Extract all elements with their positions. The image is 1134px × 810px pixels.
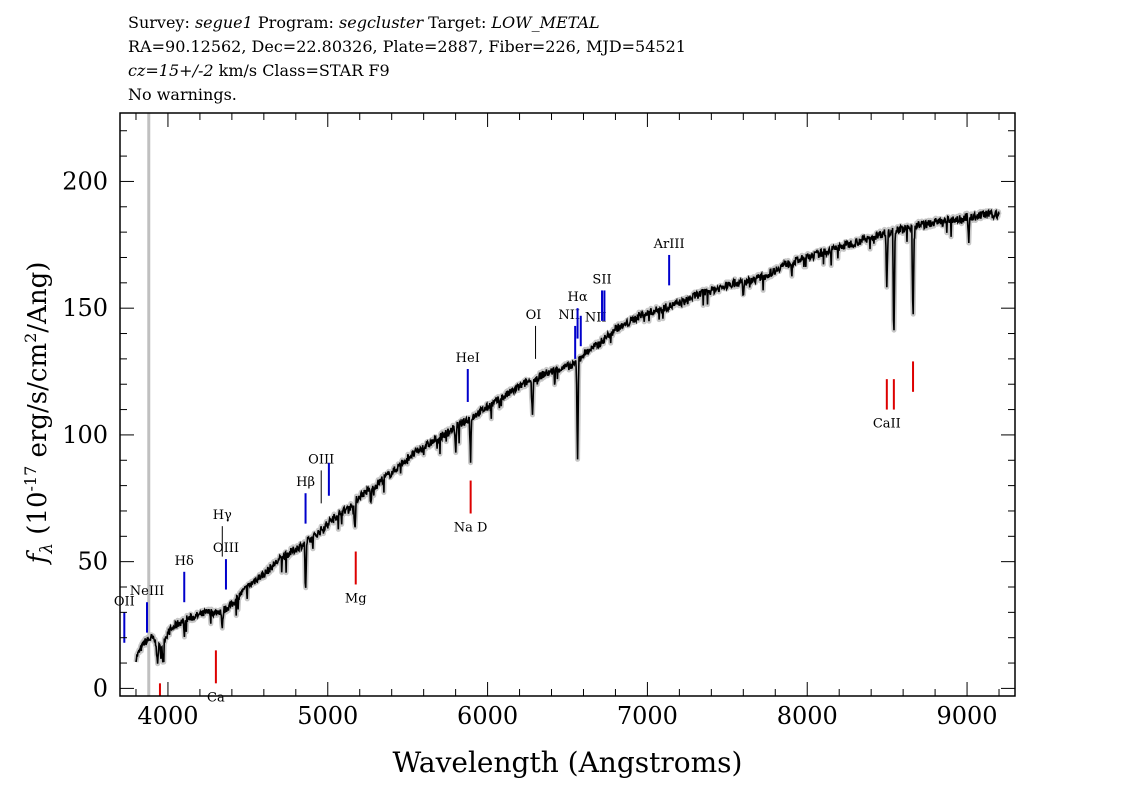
x-tick-label: 4000 xyxy=(137,702,198,730)
line-label: CaII xyxy=(873,417,901,432)
line-label: Na D xyxy=(454,520,488,535)
target-value: LOW_METAL xyxy=(491,13,600,32)
y-tick-label: 100 xyxy=(62,421,108,449)
line-label: NII xyxy=(558,308,580,323)
plot-frame xyxy=(119,112,1016,697)
program-value: segcluster xyxy=(339,13,424,32)
class-text: km/s Class=STAR F9 xyxy=(213,61,390,80)
line-label: OIII xyxy=(213,541,239,556)
line-label: Hγ xyxy=(213,508,232,523)
survey-label: Survey: xyxy=(128,13,195,32)
line-label: OII xyxy=(114,594,135,609)
line-label: Hδ xyxy=(175,554,194,569)
y-axis-label: fλ (10-17 erg/s/cm2/Ang) xyxy=(21,262,57,566)
x-tick-label: 7000 xyxy=(617,702,678,730)
target-label: Target: xyxy=(423,13,492,32)
spectrum-line xyxy=(135,208,1000,664)
x-axis-label: Wavelength (Angstroms) xyxy=(393,746,743,779)
redshift-value: cz=15+/-2 xyxy=(128,61,214,80)
line-label: Hβ xyxy=(296,475,315,490)
header-line-4: No warnings. xyxy=(128,85,237,104)
y-tick-label: 50 xyxy=(77,548,108,576)
x-tick-label: 6000 xyxy=(457,702,518,730)
header-line-2: RA=90.12562, Dec=22.80326, Plate=2887, F… xyxy=(128,37,686,56)
y-tick-label: 0 xyxy=(93,674,108,702)
y-tick-label: 150 xyxy=(62,294,108,322)
line-label: NII xyxy=(585,310,607,325)
line-label: SII xyxy=(592,272,611,287)
program-label: Program: xyxy=(252,13,340,32)
header-line-1: Survey: segue1 Program: segcluster Targe… xyxy=(128,12,600,34)
line-label: Ca xyxy=(207,690,225,705)
line-label: HeI xyxy=(456,351,480,366)
line-label: Hα xyxy=(568,290,588,305)
line-label: ArIII xyxy=(653,237,685,252)
y-tick-label: 200 xyxy=(62,167,108,195)
line-label: Mg xyxy=(345,591,367,606)
survey-value: segue1 xyxy=(194,13,253,32)
header-line-3: cz=15+/-2 km/s Class=STAR F9 xyxy=(128,60,390,82)
x-tick-label: 8000 xyxy=(777,702,838,730)
spectrum-error-band xyxy=(133,208,1002,667)
x-tick-label: 9000 xyxy=(937,702,998,730)
line-label: OIII xyxy=(308,452,334,467)
line-label: OI xyxy=(526,308,542,323)
x-tick-label: 5000 xyxy=(297,702,358,730)
line-label: NeIII xyxy=(130,584,164,599)
